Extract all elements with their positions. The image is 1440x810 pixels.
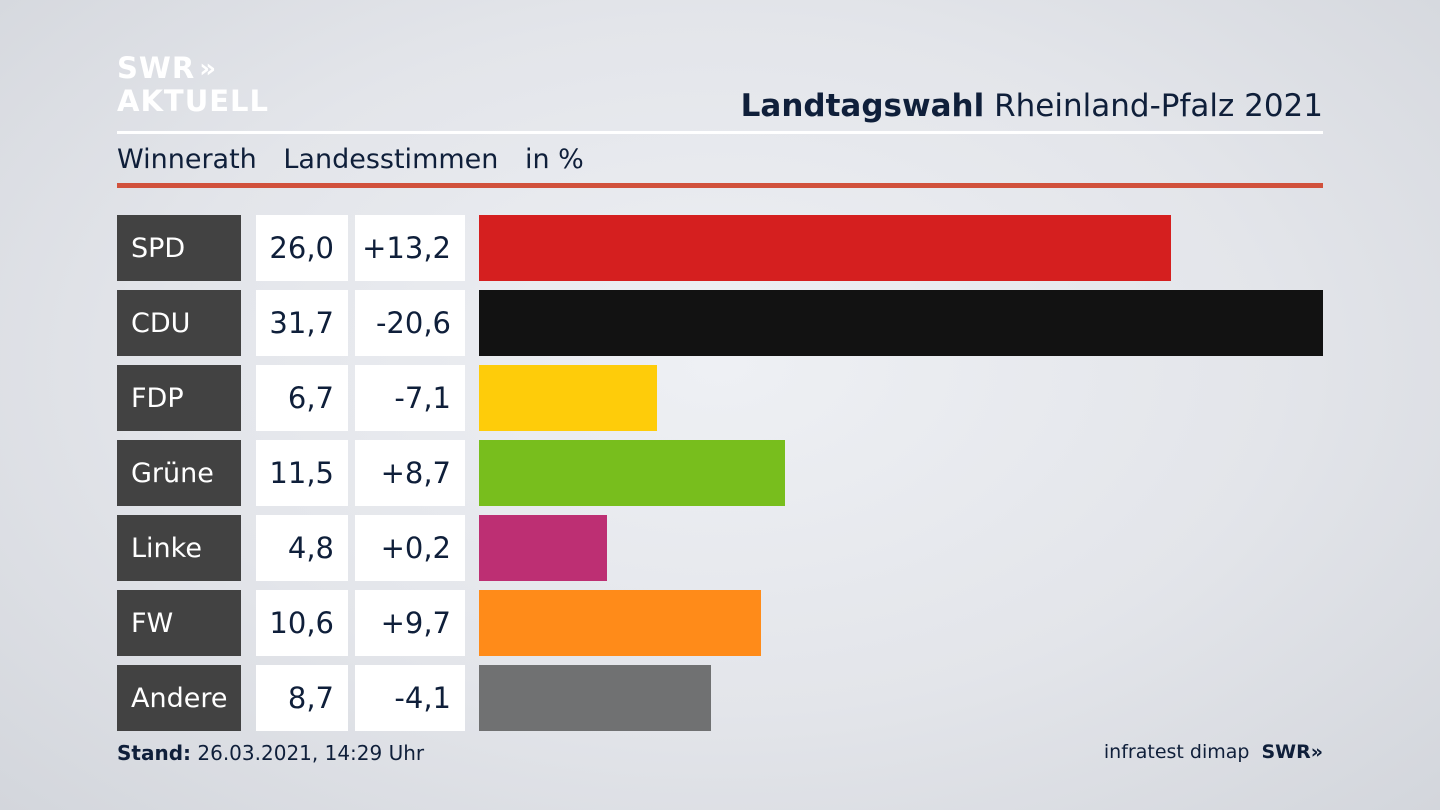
change-label: -20,6 [355, 290, 465, 356]
bar-cdu [479, 290, 1323, 356]
party-label: FDP [117, 365, 241, 431]
page-title: Landtagswahl Rheinland-Pfalz 2021 [741, 88, 1323, 124]
bar-andere [479, 665, 711, 731]
logo-swr: SWR [117, 51, 196, 85]
logo-aktuell: AKTUELL [117, 84, 270, 118]
logo-chevron-icon: » [199, 53, 216, 84]
bar-spd [479, 215, 1171, 281]
change-label: +13,2 [355, 215, 465, 281]
table-row: Linke 4,8 +0,2 [117, 515, 1323, 581]
source-credit: infratest dimap SWR» [1104, 741, 1323, 763]
bar-fdp [479, 365, 657, 431]
value-label: 10,6 [256, 590, 348, 656]
table-row: FW 10,6 +9,7 [117, 590, 1323, 656]
subtitle-kind: Landesstimmen [283, 144, 499, 175]
source-name: infratest dimap [1103, 741, 1250, 763]
bar-grüne [479, 440, 785, 506]
change-label: -4,1 [355, 665, 465, 731]
table-row: CDU 31,7 -20,6 [117, 290, 1323, 356]
value-label: 8,7 [256, 665, 348, 731]
table-row: Andere 8,7 -4,1 [117, 665, 1323, 731]
value-label: 4,8 [256, 515, 348, 581]
table-row: FDP 6,7 -7,1 [117, 365, 1323, 431]
party-label: FW [117, 590, 241, 656]
subtitle-unit: in % [524, 144, 584, 175]
change-label: -7,1 [355, 365, 465, 431]
subtitle: Winnerath Landesstimmen in % [117, 144, 602, 175]
party-label: SPD [117, 215, 241, 281]
value-label: 6,7 [256, 365, 348, 431]
bar-fw [479, 590, 761, 656]
change-label: +8,7 [355, 440, 465, 506]
party-label: Grüne [117, 440, 241, 506]
party-label: CDU [117, 290, 241, 356]
bar-linke [479, 515, 607, 581]
stand-value: 26.03.2021, 14:29 Uhr [197, 741, 425, 765]
subtitle-place: Winnerath [117, 144, 257, 175]
change-label: +0,2 [355, 515, 465, 581]
value-label: 11,5 [256, 440, 348, 506]
party-label: Andere [117, 665, 241, 731]
value-label: 31,7 [256, 290, 348, 356]
title-bold: Landtagswahl [740, 88, 985, 124]
value-label: 26,0 [256, 215, 348, 281]
title-divider [117, 131, 1323, 134]
party-label: Linke [117, 515, 241, 581]
change-label: +9,7 [355, 590, 465, 656]
table-row: Grüne 11,5 +8,7 [117, 440, 1323, 506]
stand-label: Stand: [117, 741, 192, 765]
subtitle-divider [117, 183, 1323, 188]
title-rest: Rheinland-Pfalz 2021 [994, 88, 1323, 124]
swr-aktuell-logo: SWR» AKTUELL [117, 54, 269, 116]
table-row: SPD 26,0 +13,2 [117, 215, 1323, 281]
swr-brand-icon: SWR» [1261, 741, 1323, 763]
timestamp: Stand: 26.03.2021, 14:29 Uhr [117, 741, 424, 765]
